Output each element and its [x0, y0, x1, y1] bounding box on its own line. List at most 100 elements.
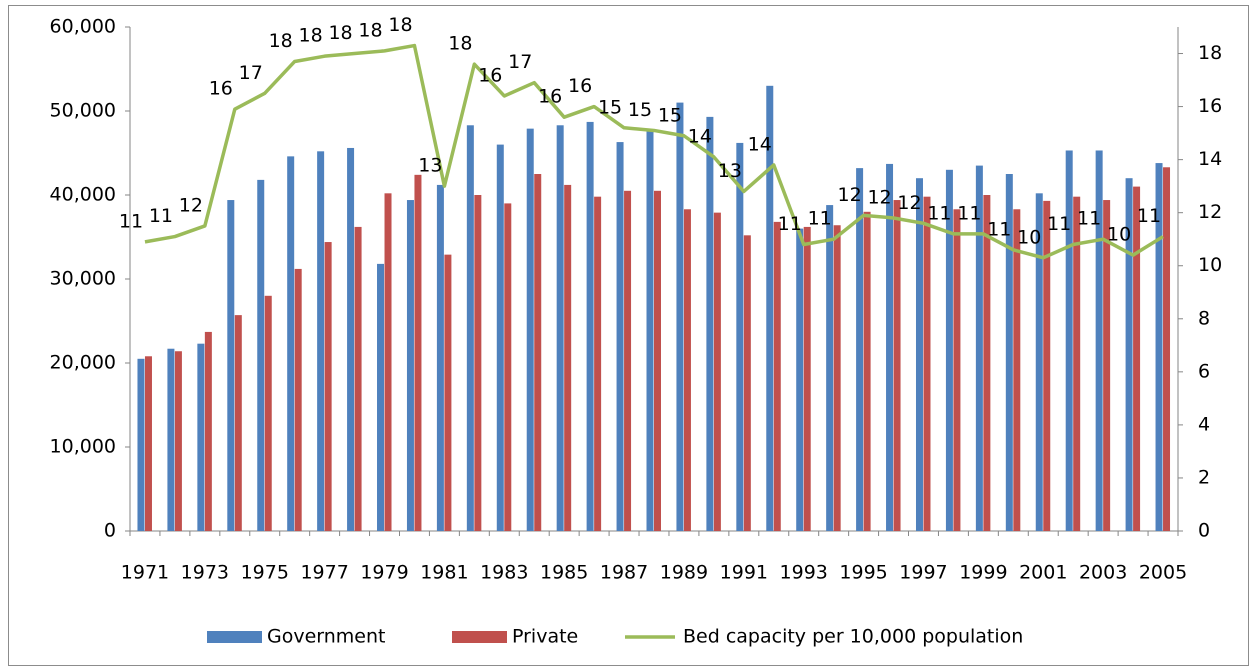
data-label: 13: [718, 160, 742, 182]
legend-label: Private: [512, 626, 578, 648]
bar: [1005, 174, 1013, 531]
x-tick-label: 1987: [600, 562, 648, 584]
bar: [436, 184, 444, 532]
bar: [204, 331, 212, 531]
bar: [324, 242, 332, 532]
y-tick-label: 30,000: [50, 268, 116, 290]
y2-tick-label: 6: [1198, 360, 1210, 382]
y2-tick-label: 12: [1198, 201, 1222, 223]
bar: [167, 348, 175, 531]
data-label: 18: [269, 30, 293, 52]
bar: [915, 178, 923, 531]
x-tick-label: 1985: [540, 562, 588, 584]
x-tick-label: 1981: [420, 562, 468, 584]
data-label: 11: [1137, 205, 1161, 227]
bar: [624, 190, 632, 532]
bar: [174, 351, 182, 531]
data-label: 12: [838, 184, 862, 206]
y2-tick-label: 18: [1198, 42, 1222, 64]
bar: [1013, 209, 1021, 531]
data-label: 16: [209, 78, 233, 100]
x-tick-label: 1999: [959, 562, 1007, 584]
x-tick-label: 1995: [839, 562, 887, 584]
bar: [923, 196, 931, 531]
data-label: 10: [1017, 226, 1041, 248]
bar: [1073, 196, 1081, 531]
bar: [526, 128, 534, 531]
bar: [354, 226, 362, 532]
data-label: 11: [808, 208, 832, 230]
y2-tick-label: 2: [1198, 466, 1210, 488]
y-tick-label: 40,000: [50, 184, 116, 206]
bar: [377, 263, 385, 531]
x-tick-label: 1979: [360, 562, 408, 584]
y2-tick-label: 0: [1198, 520, 1210, 542]
legend-swatch: [207, 631, 262, 643]
bar: [796, 228, 804, 531]
data-label: 11: [927, 202, 951, 224]
bar: [384, 193, 392, 531]
bar: [1095, 150, 1103, 532]
bar: [504, 203, 512, 531]
y2-tick-label: 10: [1198, 254, 1222, 276]
bar: [826, 205, 834, 531]
bar: [945, 169, 953, 532]
bar: [766, 85, 774, 532]
data-label: 11: [1077, 208, 1101, 230]
y2-tick-label: 4: [1198, 413, 1210, 435]
bar: [586, 121, 594, 532]
bar: [646, 129, 654, 532]
bar: [564, 184, 572, 532]
y2-tick-label: 14: [1198, 148, 1222, 170]
bar: [444, 254, 452, 531]
bar: [257, 179, 265, 531]
bar: [1125, 178, 1133, 531]
bar: [1155, 163, 1163, 531]
bar: [953, 209, 961, 531]
bar: [736, 142, 744, 532]
data-label: 14: [748, 133, 772, 155]
bar: [556, 125, 564, 531]
bar: [1163, 167, 1171, 531]
x-tick-label: 1973: [181, 562, 229, 584]
data-label: 17: [508, 51, 532, 73]
bar: [833, 225, 841, 532]
y2-tick-label: 16: [1198, 95, 1222, 117]
data-label: 11: [1047, 213, 1071, 235]
bar: [137, 358, 145, 531]
data-label: 13: [418, 155, 442, 177]
bar: [144, 356, 152, 531]
bar: [983, 195, 991, 531]
x-tick-label: 2003: [1079, 562, 1127, 584]
legend-label: Bed capacity per 10,000 population: [683, 626, 1023, 648]
x-tick-label: 2001: [1019, 562, 1067, 584]
x-tick-label: 1975: [241, 562, 289, 584]
data-label: 10: [1107, 224, 1131, 246]
bar: [616, 142, 624, 531]
bar: [975, 165, 983, 531]
y-tick-label: 60,000: [50, 16, 116, 38]
bar: [1133, 186, 1141, 531]
data-label: 18: [358, 19, 382, 41]
data-label: 18: [388, 14, 412, 36]
y-tick-label: 0: [104, 520, 116, 542]
bar: [406, 200, 414, 532]
bar: [863, 211, 871, 532]
bar: [264, 295, 272, 531]
data-label: 14: [688, 125, 712, 147]
bar: [676, 102, 684, 531]
legend-label: Government: [267, 626, 386, 648]
data-label: 11: [149, 205, 173, 227]
x-tick-label: 1997: [899, 562, 947, 584]
bar: [713, 212, 721, 531]
bar: [534, 174, 542, 531]
x-tick-label: 1983: [480, 562, 528, 584]
bar: [197, 343, 205, 531]
x-tick-label: 1991: [720, 562, 768, 584]
bar: [743, 235, 751, 531]
bar: [234, 315, 242, 531]
bar: [683, 209, 691, 531]
bar: [1103, 200, 1111, 532]
data-label: 18: [299, 25, 323, 47]
